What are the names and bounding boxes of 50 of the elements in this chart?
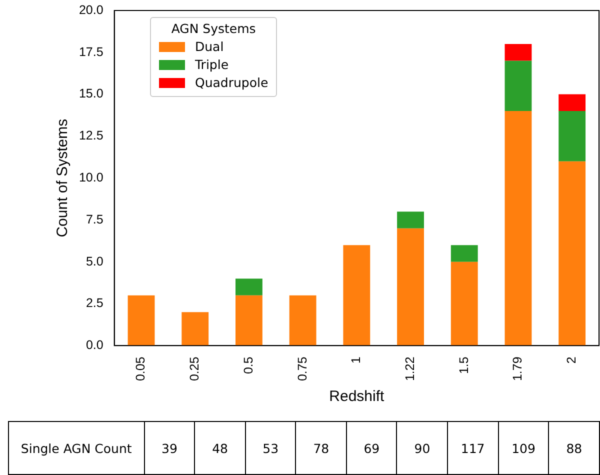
data-label: 48: [194, 422, 246, 474]
x-axis-title: Redshift: [329, 388, 386, 406]
data-label: 90: [396, 422, 448, 474]
x-tick-label: 1.79: [510, 356, 525, 382]
x-tick-label: 2: [564, 356, 579, 364]
y-tick-label: 17.5: [78, 44, 104, 59]
bar: [504, 60, 532, 112]
data-label: 88: [548, 422, 600, 474]
bar: [558, 161, 586, 346]
y-tick-label: 10.0: [78, 170, 104, 185]
bar: [289, 295, 316, 346]
bar: [504, 44, 532, 61]
y-axis-title: Count of Systems: [54, 118, 72, 238]
bar: [235, 295, 262, 346]
bar: [343, 245, 370, 346]
data-label: 109: [498, 422, 549, 474]
y-tick-label: 7.5: [86, 212, 104, 226]
legend-label: Quadrupole: [195, 75, 268, 90]
bar: [128, 295, 155, 346]
bar: [504, 111, 532, 346]
bar: [450, 262, 478, 346]
data-label: 78: [296, 422, 346, 474]
data-label: 39: [144, 422, 195, 474]
bar: [182, 312, 209, 346]
x-tick-label: 1: [349, 356, 364, 364]
data-label: 53: [245, 422, 296, 474]
x-tick-label: 1.5: [456, 356, 471, 374]
y-tick-label: 2.5: [86, 296, 104, 310]
data-label: 117: [448, 422, 498, 474]
data-label: 69: [346, 422, 397, 474]
legend-label: Dual: [195, 39, 224, 54]
x-tick-label: 1.22: [402, 356, 417, 382]
x-tick-label: 0.05: [134, 356, 148, 382]
x-tick-label: 0.25: [188, 356, 202, 382]
legend-title: AGN Systems: [170, 21, 257, 36]
y-tick-label: 12.5: [78, 128, 104, 143]
bar: [558, 94, 586, 112]
y-tick-label: 20.0: [78, 2, 104, 17]
bar: [558, 111, 586, 162]
y-tick-label: 0.0: [86, 338, 104, 352]
bar: [397, 212, 424, 228]
y-tick-label: 15.0: [78, 86, 104, 101]
bar: [235, 278, 262, 296]
x-tick-label: 0.75: [295, 356, 310, 382]
legend-label: Triple: [195, 57, 229, 72]
bar: [397, 228, 424, 346]
text: Single AGN Count: [8, 422, 144, 474]
bar: [450, 245, 478, 262]
x-tick-label: 0.5: [241, 356, 256, 374]
y-tick-label: 5.0: [86, 254, 104, 268]
